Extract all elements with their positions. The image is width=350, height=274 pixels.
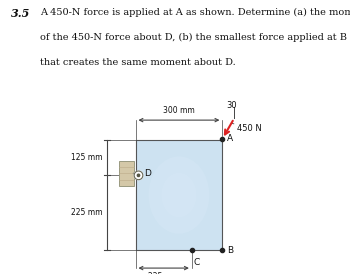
Text: 30: 30 — [226, 101, 237, 110]
Circle shape — [137, 174, 140, 176]
Text: 225 mm: 225 mm — [70, 208, 102, 217]
Text: that creates the same moment about D.: that creates the same moment about D. — [40, 58, 236, 67]
Text: B: B — [227, 246, 233, 255]
Bar — [135, 140, 222, 250]
Bar — [119, 161, 134, 186]
Text: D: D — [145, 169, 151, 178]
Text: 125 mm: 125 mm — [70, 153, 102, 162]
Ellipse shape — [148, 156, 209, 234]
Text: C: C — [194, 258, 200, 267]
Text: 450 N: 450 N — [237, 124, 262, 133]
Text: 225 mm: 225 mm — [148, 272, 180, 274]
Circle shape — [134, 171, 143, 180]
Text: 3.5: 3.5 — [10, 8, 30, 19]
Text: of the 450-N force about D, (b) the smallest force applied at B: of the 450-N force about D, (b) the smal… — [40, 33, 347, 42]
Text: 300 mm: 300 mm — [163, 106, 195, 115]
Text: A: A — [227, 134, 233, 143]
Text: A 450-N force is applied at A as shown. Determine (a) the moment: A 450-N force is applied at A as shown. … — [40, 8, 350, 17]
Ellipse shape — [162, 173, 196, 217]
